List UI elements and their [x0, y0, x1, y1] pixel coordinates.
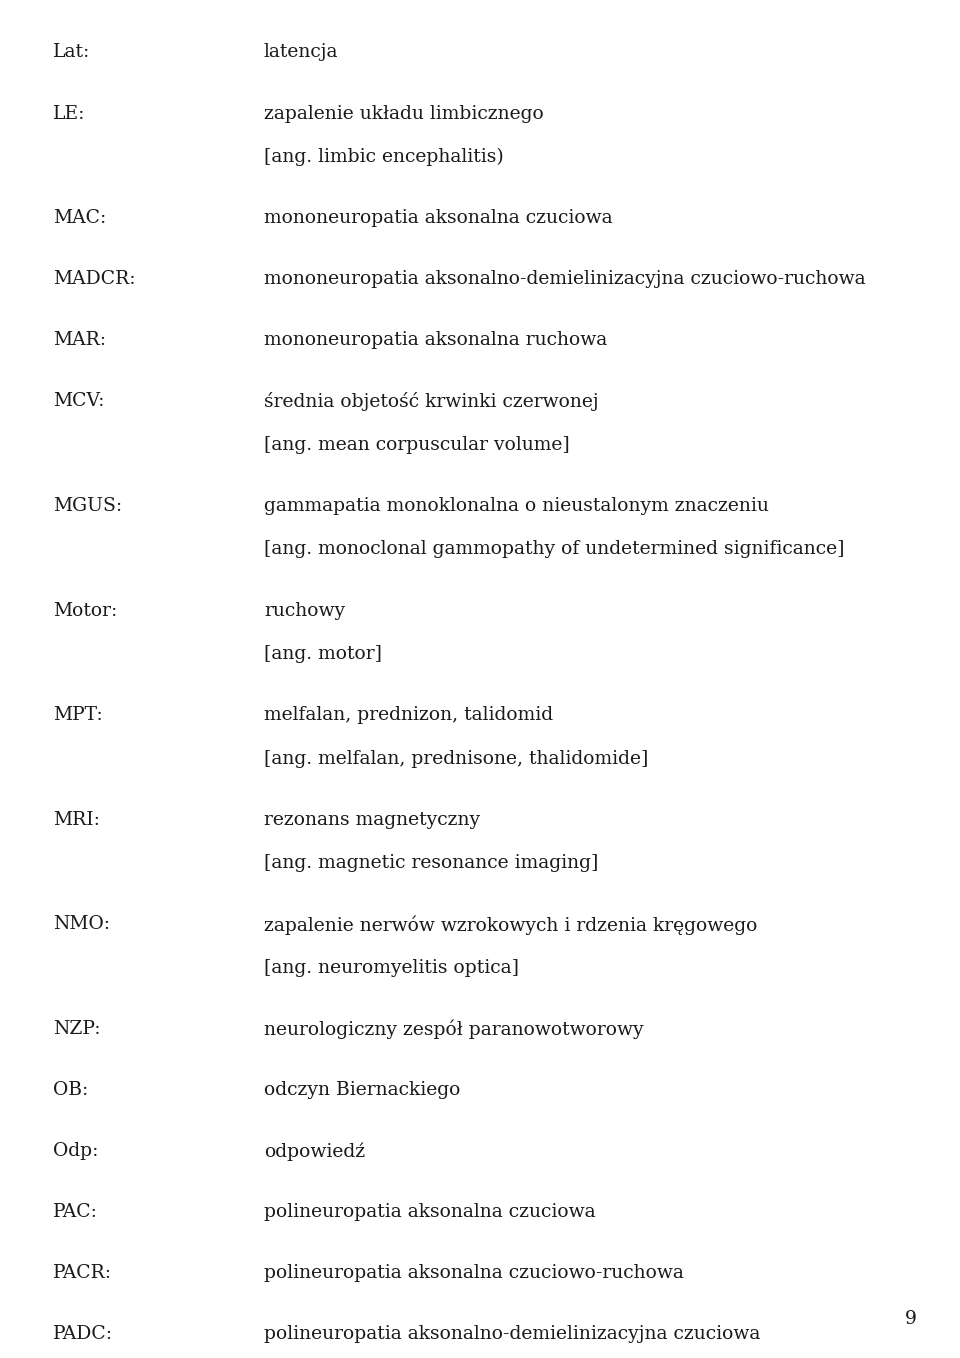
Text: PACR:: PACR:	[53, 1264, 111, 1282]
Text: MPT:: MPT:	[53, 706, 103, 724]
Text: Motor:: Motor:	[53, 602, 117, 619]
Text: [ang. monoclonal gammopathy of undetermined significance]: [ang. monoclonal gammopathy of undetermi…	[264, 540, 845, 558]
Text: polineuropatia aksonalno-demielinizacyjna czuciowa: polineuropatia aksonalno-demielinizacyjn…	[264, 1325, 760, 1343]
Text: MAR:: MAR:	[53, 331, 106, 349]
Text: MAC:: MAC:	[53, 209, 106, 227]
Text: [ang. motor]: [ang. motor]	[264, 645, 382, 663]
Text: mononeuropatia aksonalna czuciowa: mononeuropatia aksonalna czuciowa	[264, 209, 612, 227]
Text: [ang. magnetic resonance imaging]: [ang. magnetic resonance imaging]	[264, 854, 598, 872]
Text: LE:: LE:	[53, 105, 85, 122]
Text: mononeuropatia aksonalno-demielinizacyjna czuciowo-ruchowa: mononeuropatia aksonalno-demielinizacyjn…	[264, 270, 866, 288]
Text: odpowiedź: odpowiedź	[264, 1142, 365, 1161]
Text: Lat:: Lat:	[53, 43, 90, 61]
Text: zapalenie nerwów wzrokowych i rdzenia kręgowego: zapalenie nerwów wzrokowych i rdzenia kr…	[264, 915, 757, 934]
Text: polineuropatia aksonalna czuciowo-ruchowa: polineuropatia aksonalna czuciowo-ruchow…	[264, 1264, 684, 1282]
Text: PAC:: PAC:	[53, 1203, 98, 1221]
Text: [ang. neuromyelitis optica]: [ang. neuromyelitis optica]	[264, 959, 519, 976]
Text: latencja: latencja	[264, 43, 339, 61]
Text: ruchowy: ruchowy	[264, 602, 346, 619]
Text: NZP:: NZP:	[53, 1020, 100, 1038]
Text: rezonans magnetyczny: rezonans magnetyczny	[264, 811, 480, 828]
Text: MCV:: MCV:	[53, 392, 105, 410]
Text: MGUS:: MGUS:	[53, 497, 122, 515]
Text: polineuropatia aksonalna czuciowa: polineuropatia aksonalna czuciowa	[264, 1203, 595, 1221]
Text: OB:: OB:	[53, 1081, 88, 1099]
Text: MRI:: MRI:	[53, 811, 100, 828]
Text: neurologiczny zespół paranowotworowy: neurologiczny zespół paranowotworowy	[264, 1020, 643, 1039]
Text: średnia objetość krwinki czerwonej: średnia objetość krwinki czerwonej	[264, 392, 599, 411]
Text: Odp:: Odp:	[53, 1142, 98, 1160]
Text: [ang. mean corpuscular volume]: [ang. mean corpuscular volume]	[264, 436, 569, 454]
Text: 9: 9	[905, 1310, 917, 1328]
Text: PADC:: PADC:	[53, 1325, 113, 1343]
Text: MADCR:: MADCR:	[53, 270, 135, 288]
Text: [ang. limbic encephalitis): [ang. limbic encephalitis)	[264, 148, 504, 166]
Text: NMO:: NMO:	[53, 915, 109, 933]
Text: melfalan, prednizon, talidomid: melfalan, prednizon, talidomid	[264, 706, 553, 724]
Text: mononeuropatia aksonalna ruchowa: mononeuropatia aksonalna ruchowa	[264, 331, 608, 349]
Text: gammapatia monoklonalna o nieustalonym znaczeniu: gammapatia monoklonalna o nieustalonym z…	[264, 497, 769, 515]
Text: zapalenie układu limbicznego: zapalenie układu limbicznego	[264, 105, 543, 122]
Text: [ang. melfalan, prednisone, thalidomide]: [ang. melfalan, prednisone, thalidomide]	[264, 750, 648, 767]
Text: odczyn Biernackiego: odczyn Biernackiego	[264, 1081, 461, 1099]
